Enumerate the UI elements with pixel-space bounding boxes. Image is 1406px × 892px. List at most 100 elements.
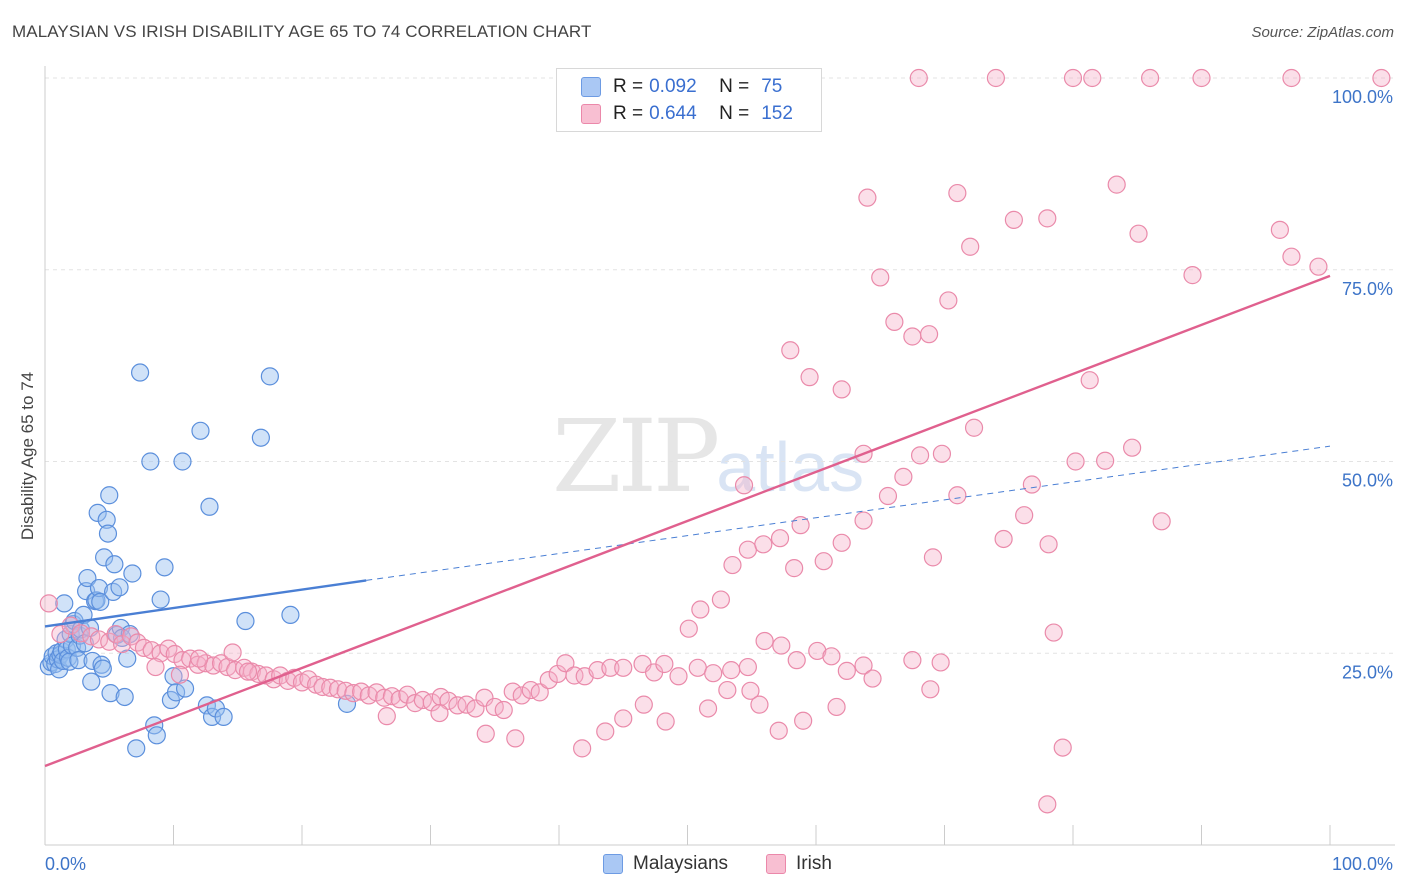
data-point-irish <box>457 695 476 714</box>
data-point-irish <box>1270 220 1289 239</box>
legend-n-value: 75 <box>761 76 783 97</box>
data-point-irish <box>711 590 731 609</box>
data-point-irish <box>494 700 513 720</box>
data-point-irish <box>328 680 348 699</box>
data-point-irish <box>190 649 209 668</box>
data-point-malaysians <box>55 594 74 613</box>
bottom-legend-swatch-malaysians <box>603 854 623 874</box>
data-point-malaysians <box>147 726 166 745</box>
data-point-malaysians <box>83 651 102 671</box>
bottom-legend-label-irish: Irish <box>796 853 832 874</box>
data-point-irish <box>1372 68 1391 88</box>
data-point-irish <box>718 680 737 700</box>
data-point-malaysians <box>110 578 129 597</box>
data-point-irish <box>698 699 718 718</box>
data-point-irish <box>476 724 495 743</box>
data-point-irish <box>691 600 710 619</box>
data-point-irish <box>948 183 967 203</box>
trend-layer <box>44 274 1331 768</box>
data-point-irish <box>573 739 592 758</box>
data-point-irish <box>1123 438 1142 457</box>
legend-n-value: 152 <box>761 103 793 124</box>
data-point-irish <box>506 729 525 748</box>
data-point-malaysians <box>78 568 97 588</box>
data-point-malaysians <box>95 548 114 567</box>
data-point-irish <box>878 486 898 506</box>
data-point-irish <box>948 486 967 505</box>
legend-row-irish: R = 0.644 N = 152 <box>581 102 793 126</box>
data-point-irish <box>814 552 833 571</box>
data-point-irish <box>1080 371 1099 390</box>
data-point-irish <box>614 658 633 677</box>
legend-swatch-irish <box>581 104 601 124</box>
data-point-malaysians <box>115 687 134 707</box>
legend-swatch-malaysians <box>581 77 601 97</box>
data-point-irish <box>832 533 851 552</box>
data-point-malaysians <box>53 651 73 671</box>
data-point-irish <box>596 722 615 741</box>
y-tick-label: 75.0% <box>1342 279 1393 299</box>
legend-r-value: 0.092 <box>649 76 697 97</box>
data-point-malaysians <box>127 739 146 758</box>
data-point-irish <box>512 686 531 705</box>
data-point-malaysians <box>91 592 110 611</box>
data-point-irish <box>1022 475 1041 494</box>
trend-extension-malaysians <box>366 445 1331 581</box>
legend-r-value: 0.644 <box>649 103 697 124</box>
data-point-malaysians <box>100 486 119 505</box>
legend-r-label: R = <box>613 103 644 124</box>
trend-line-irish <box>44 274 1331 768</box>
data-point-irish <box>71 624 91 643</box>
data-point-irish <box>787 651 806 670</box>
data-point-irish <box>1044 623 1063 642</box>
points-layer <box>39 68 1391 814</box>
data-point-irish <box>704 664 723 683</box>
data-point-malaysians <box>173 452 192 471</box>
y-tick-label: 50.0% <box>1342 471 1393 491</box>
watermark-zip: ZIP <box>552 398 720 515</box>
data-point-malaysians <box>155 558 174 577</box>
y-axis-label: Disability Age 65 to 74 <box>18 371 37 541</box>
data-point-malaysians <box>191 421 210 440</box>
data-point-irish <box>1038 209 1057 228</box>
data-point-irish <box>986 68 1006 88</box>
data-point-irish <box>1152 512 1171 531</box>
bottom-legend-irish[interactable]: Irish <box>766 852 832 876</box>
data-point-irish <box>827 697 846 717</box>
data-point-irish <box>430 703 449 723</box>
data-point-irish <box>769 721 788 740</box>
data-point-malaysians <box>93 659 112 678</box>
data-point-irish <box>1140 68 1160 88</box>
data-point-irish <box>894 467 913 486</box>
chart-title: MALAYSIAN VS IRISH DISABILITY AGE 65 TO … <box>12 22 592 41</box>
data-point-irish <box>1309 257 1328 276</box>
data-point-irish <box>919 325 939 344</box>
data-point-irish <box>754 535 773 554</box>
data-point-malaysians <box>260 367 279 386</box>
data-point-irish <box>903 327 922 346</box>
y-tick-label: 25.0% <box>1342 662 1393 682</box>
data-point-irish <box>1083 68 1102 88</box>
data-point-malaysians <box>97 510 116 529</box>
data-point-irish <box>688 658 707 677</box>
legend-n-label: N = <box>719 103 750 124</box>
data-point-irish <box>750 695 769 714</box>
x-tick-label: 0.0% <box>45 854 86 874</box>
data-point-malaysians <box>166 683 186 702</box>
data-point-irish <box>863 669 882 688</box>
data-point-irish <box>223 643 242 662</box>
data-point-malaysians <box>214 707 233 727</box>
data-point-irish <box>1282 68 1301 88</box>
y-tick-label: 100.0% <box>1332 87 1393 107</box>
data-point-irish <box>503 682 522 701</box>
data-point-irish <box>1107 175 1126 194</box>
data-point-malaysians <box>151 590 170 609</box>
trend-line-malaysians <box>44 579 367 628</box>
data-point-irish <box>1004 210 1023 229</box>
data-point-irish <box>964 418 984 437</box>
grid-layer <box>45 77 1395 654</box>
data-point-irish <box>741 681 760 700</box>
bottom-legend-malaysians[interactable]: Malaysians <box>603 852 728 876</box>
label-layer: 25.0% 50.0% 75.0% 100.0% 0.0% 100.0% <box>45 87 1393 874</box>
data-point-irish <box>994 529 1013 549</box>
